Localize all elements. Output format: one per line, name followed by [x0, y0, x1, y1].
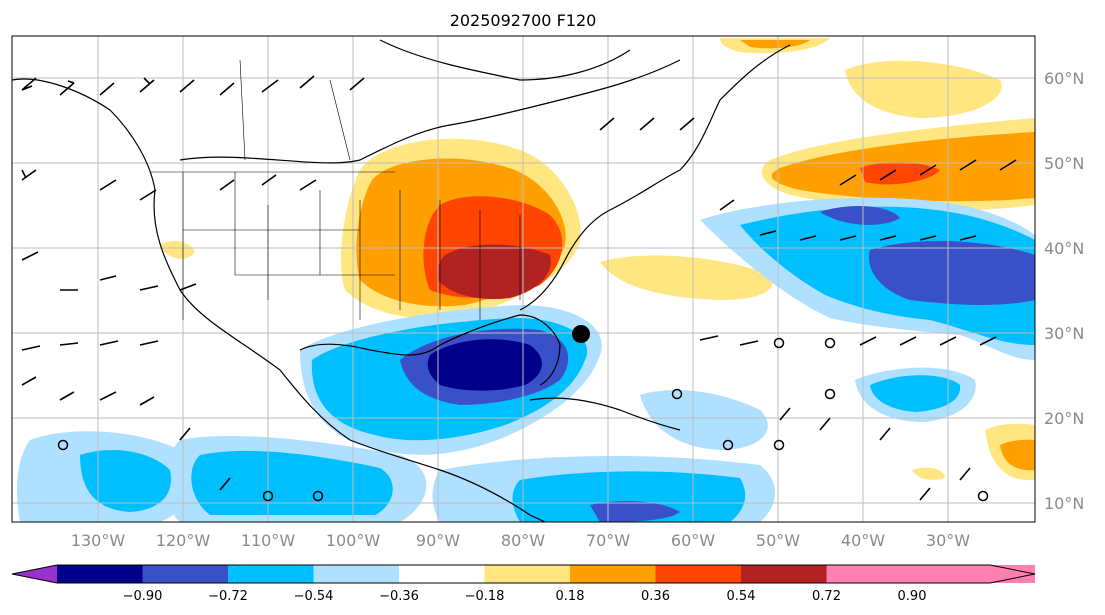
colorbar-bin: [826, 565, 1035, 583]
colorbar-extend-low: [12, 565, 57, 583]
colorbar-bin: [142, 565, 228, 583]
colorbar-bin: [228, 565, 314, 583]
calm-markers: [57, 337, 989, 502]
lat-label: 10°N: [1044, 494, 1084, 513]
colorbar-bin: [570, 565, 656, 583]
map-panel: [11, 35, 1036, 523]
colorbar-tick-label: −0.72: [208, 589, 248, 604]
colorbar-bin: [57, 565, 143, 583]
colorbar-tick-label: 0.18: [556, 589, 585, 604]
colorbar-tick-label: −0.54: [294, 589, 334, 604]
anomaly-field: [12, 36, 1035, 522]
colorbar-bin: [484, 565, 570, 583]
lon-label: 30°W: [926, 531, 970, 550]
lon-label: 110°W: [241, 531, 296, 550]
colorbar-bin: [399, 565, 485, 583]
lon-label: 130°W: [71, 531, 126, 550]
lon-label: 120°W: [156, 531, 211, 550]
figure-title: 2025092700 F120: [450, 11, 597, 30]
lon-label: 50°W: [756, 531, 800, 550]
colorbar-tick-label: 0.72: [812, 589, 841, 604]
cold-anomaly-gulf: [17, 305, 602, 522]
colorbar-tick-label: 0.36: [641, 589, 670, 604]
lon-label: 60°W: [671, 531, 715, 550]
colorbar-bin: [313, 565, 399, 583]
colorbar-tick-label: −0.18: [465, 589, 505, 604]
colorbar-tick-label: −0.36: [379, 589, 419, 604]
lon-label: 80°W: [501, 531, 545, 550]
colorbar-tick-label: −0.90: [123, 589, 163, 604]
warm-anomaly-us: [340, 138, 581, 319]
lat-label: 20°N: [1044, 409, 1084, 428]
lon-label: 90°W: [416, 531, 460, 550]
state-borders: [150, 59, 521, 320]
lat-label: 50°N: [1044, 154, 1084, 173]
lat-axis: 60°N 50°N 40°N 30°N 20°N 10°N: [1044, 69, 1084, 513]
colorbar-tick-label: 0.90: [898, 589, 927, 604]
colorbar-extend-high: [990, 565, 1035, 583]
warm-anomaly-atlantic: [160, 38, 1035, 481]
coastlines: [12, 39, 791, 522]
lon-label: 40°W: [841, 531, 885, 550]
lon-axis: 130°W 120°W 110°W 100°W 90°W 80°W 70°W 6…: [71, 531, 970, 550]
colorbar-tick-label: 0.54: [727, 589, 756, 604]
colorbar: −0.90 −0.72 −0.54 −0.36 −0.18 0.18 0.36 …: [11, 564, 1036, 604]
colorbar-bin: [741, 565, 827, 583]
cold-anomaly-atlantic: [432, 197, 1035, 522]
colorbar-bin: [655, 565, 741, 583]
lat-label: 40°N: [1044, 239, 1084, 258]
lon-label: 70°W: [586, 531, 630, 550]
storm-center-dot: [572, 325, 590, 343]
colorbar-outline: [11, 564, 1036, 584]
lat-label: 60°N: [1044, 69, 1084, 88]
lat-label: 30°N: [1044, 324, 1084, 343]
map-frame: [11, 35, 1036, 523]
wind-barbs: [21, 75, 1017, 501]
lon-label: 100°W: [326, 531, 381, 550]
